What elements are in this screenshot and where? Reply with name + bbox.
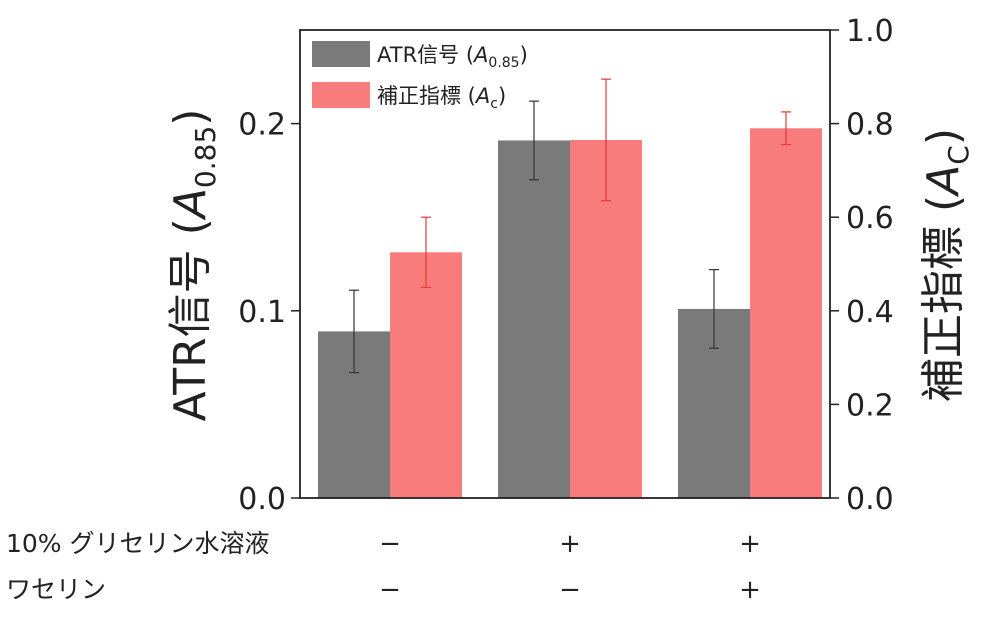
bar-correction-3 [750,128,822,498]
condition-sign: + [559,529,581,559]
error-bar-atr-3 [709,269,719,349]
left-axis-title: ATR信号 (A0.85) [165,109,222,422]
error-bar-atr-1 [349,289,359,374]
right-tick-label: 0.0 [846,482,894,517]
legend-swatch-correction [312,82,370,108]
error-bar-atr-2 [529,100,539,181]
error-bar-correction-2 [601,78,611,202]
error-bars-layer [349,78,791,374]
condition-label-glycerin: 10% グリセリン水溶液 [6,529,270,558]
left-axis-title-main: ATR信号 ( [165,218,216,421]
error-bar-correction-3 [781,111,791,146]
right-axis-title-sub: C [942,145,975,165]
right-axis-title-main: 補正指標 ( [918,195,969,402]
right-tick-label: 0.8 [846,108,894,143]
legend-label-correction: 補正指標 (Ac) [377,84,506,112]
bar-atr-2 [498,140,570,498]
right-tick-label: 0.4 [846,295,894,330]
right-axis-title: 補正指標 (AC) [918,128,975,402]
left-axis-title-sub: 0.85 [189,126,222,188]
legend: ATR信号 (A0.85) 補正指標 (Ac) [312,41,528,112]
left-tick-label: 0.2 [238,108,286,143]
condition-sign: − [559,575,581,605]
error-bar-correction-1 [421,216,431,288]
left-axis: 0.0 0.1 0.2 [238,108,300,517]
legend-swatch-atr [312,41,370,67]
left-axis-title-var: A [165,188,216,221]
legend-label-atr: ATR信号 (A0.85) [377,43,528,71]
condition-label-vaseline: ワセリン [6,575,106,604]
right-axis-title-end: ) [918,128,969,145]
bar-correction-1 [390,252,462,498]
left-tick-label: 0.0 [238,482,286,517]
left-tick-label: 0.1 [238,295,286,330]
right-tick-label: 1.0 [846,14,894,49]
right-axis: 0.0 0.2 0.4 0.6 0.8 1.0 [830,14,894,517]
plot-frame [299,29,831,499]
bars-layer [318,128,822,499]
right-tick-label: 0.2 [846,388,894,423]
condition-sign: − [379,575,401,605]
condition-signs: − + + − − + [379,529,761,605]
left-axis-title-end: ) [165,109,216,126]
right-axis-title-var: A [918,165,969,198]
condition-sign: − [379,529,401,559]
condition-sign: + [739,529,761,559]
condition-sign: + [739,575,761,605]
condition-table: 10% グリセリン水溶液 ワセリン − + + − − + [6,529,761,605]
right-tick-label: 0.6 [846,201,894,236]
